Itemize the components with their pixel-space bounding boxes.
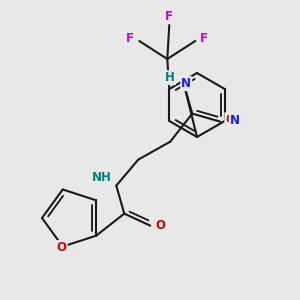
Text: H: H (165, 71, 175, 84)
Text: O: O (57, 241, 67, 254)
Text: O: O (155, 219, 165, 232)
Text: F: F (165, 10, 173, 22)
Text: NH: NH (92, 171, 112, 184)
Text: N: N (230, 115, 240, 128)
Text: N: N (181, 77, 191, 90)
Text: O: O (225, 113, 235, 126)
Text: F: F (126, 32, 134, 46)
Text: F: F (200, 32, 208, 46)
